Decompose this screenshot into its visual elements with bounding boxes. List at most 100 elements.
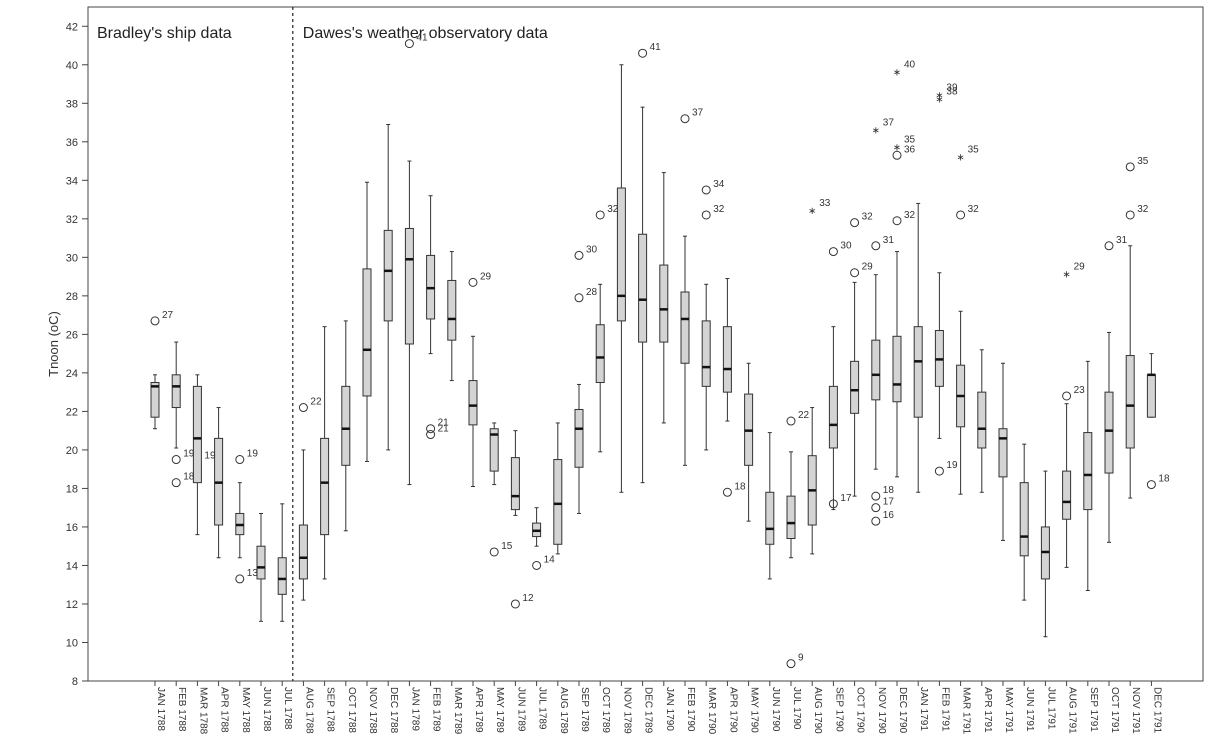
x-tick-label: MAR 1790: [706, 687, 717, 735]
outlier-label: 13: [247, 568, 259, 579]
x-tick-label: SEP 1790: [833, 687, 844, 732]
outlier-point: [701, 185, 711, 195]
box: [998, 428, 1008, 478]
y-tick-label: 32: [66, 214, 78, 226]
x-tick-label: SEP 1789: [579, 687, 590, 732]
box: [574, 408, 584, 468]
x-tick-label: OCT 1789: [600, 687, 611, 733]
outlier-label: 32: [968, 204, 980, 215]
x-tick-label: AUG 1791: [1067, 687, 1078, 734]
outlier-point: [235, 574, 245, 584]
outlier-label: 31: [883, 235, 895, 246]
x-tick-label: DEC 1791: [1151, 687, 1162, 734]
y-axis-label: Tnoon (oC): [46, 311, 61, 377]
box: [659, 264, 669, 343]
x-tick-label: FEB 1790: [685, 687, 696, 732]
outlier-label: 37: [692, 108, 704, 119]
outlier-label: 41: [416, 33, 428, 44]
outlier-point: [150, 316, 160, 326]
y-tick-label: 30: [66, 252, 78, 264]
outlier-point: [892, 150, 902, 160]
x-tick-label: MAY 1791: [1003, 687, 1014, 733]
outlier-point: [235, 455, 245, 465]
y-tick-label: 12: [66, 599, 78, 611]
box: [341, 385, 351, 466]
box: [680, 291, 690, 364]
y-tick-label: 14: [66, 560, 78, 572]
x-tick-label: OCT 1788: [346, 687, 357, 733]
x-tick-label: SEP 1791: [1088, 687, 1099, 732]
outlier-point: [532, 560, 542, 570]
box: [298, 524, 308, 580]
box: [871, 339, 881, 401]
x-tick-label: DEC 1788: [388, 687, 399, 734]
box-series: [150, 64, 1156, 638]
x-tick-label: NOV 1789: [621, 687, 632, 734]
y-tick-label: 16: [66, 522, 78, 534]
region-title-dawes: Dawes's weather observatory data: [303, 25, 548, 42]
outlier-label: 27: [162, 310, 174, 321]
outlier-point: [871, 516, 881, 526]
outlier-point: [850, 268, 860, 278]
outlier-label: 34: [713, 179, 725, 190]
x-tick-label: FEB 1789: [431, 687, 442, 732]
x-tick-label: JUN 1791: [1024, 687, 1035, 732]
x-tick-label: SEP 1788: [325, 687, 336, 732]
outlier-label: 29: [480, 271, 492, 282]
x-tick-label: AUG 1790: [812, 687, 823, 734]
outlier-point: [850, 218, 860, 228]
outlier-label: 18: [734, 481, 746, 492]
box: [192, 385, 202, 484]
outlier-point: [426, 430, 436, 440]
x-tick-label: NOV 1790: [876, 687, 887, 734]
x-tick-label: JUL 1788: [282, 687, 293, 730]
box: [850, 360, 860, 414]
x-tick-label: APR 1788: [219, 687, 230, 733]
box: [722, 326, 732, 393]
box: [828, 385, 838, 449]
outlier-point: [871, 503, 881, 513]
x-axis: JAN 1788 FEB 1788 MAR 1788 APR 1788 MAY 1788…: [154, 681, 1162, 735]
outlier-point: [701, 210, 711, 220]
x-tick-label: JUN 1790: [770, 687, 781, 732]
box: [468, 380, 478, 426]
box: [1125, 355, 1135, 449]
outlier-point: [786, 416, 796, 426]
outlier-label: 36: [904, 144, 916, 155]
box: [489, 428, 499, 472]
outlier-label: 32: [904, 210, 916, 221]
x-tick-label: APR 1789: [473, 687, 484, 733]
box: [1104, 391, 1114, 474]
outlier-label: 37: [883, 117, 895, 128]
y-tick-label: 20: [66, 445, 78, 457]
x-tick-label: MAY 1789: [494, 687, 505, 733]
plot-frame: [87, 6, 1204, 682]
y-tick-label: 10: [66, 637, 78, 649]
box: [786, 495, 796, 539]
outlier-label: 19: [183, 449, 195, 460]
box: [616, 187, 626, 322]
y-tick-label: 34: [66, 175, 78, 187]
x-tick-label: DEC 1789: [643, 687, 654, 734]
outlier-label: 17: [883, 497, 895, 508]
extreme-point: ∗: [893, 143, 901, 154]
x-tick-label: APR 1790: [727, 687, 738, 733]
box: [447, 279, 457, 341]
outlier-point: [828, 499, 838, 509]
outlier-label: 21: [438, 424, 450, 435]
x-tick-label: MAY 1788: [240, 687, 251, 733]
y-tick-label: 42: [66, 21, 78, 33]
x-tick-label: JAN 1789: [409, 687, 420, 731]
outlier-label: 32: [862, 212, 874, 223]
outlier-label: 19: [247, 449, 259, 460]
y-tick-label: 18: [66, 483, 78, 495]
outlier-label: 18: [183, 472, 195, 483]
extreme-point: ∗: [808, 206, 816, 217]
outlier-label: 33: [819, 198, 831, 209]
outlier-label: 29: [1074, 262, 1086, 273]
box: [1019, 482, 1029, 557]
outlier-point: [934, 466, 944, 476]
extreme-point: ∗: [956, 152, 964, 163]
